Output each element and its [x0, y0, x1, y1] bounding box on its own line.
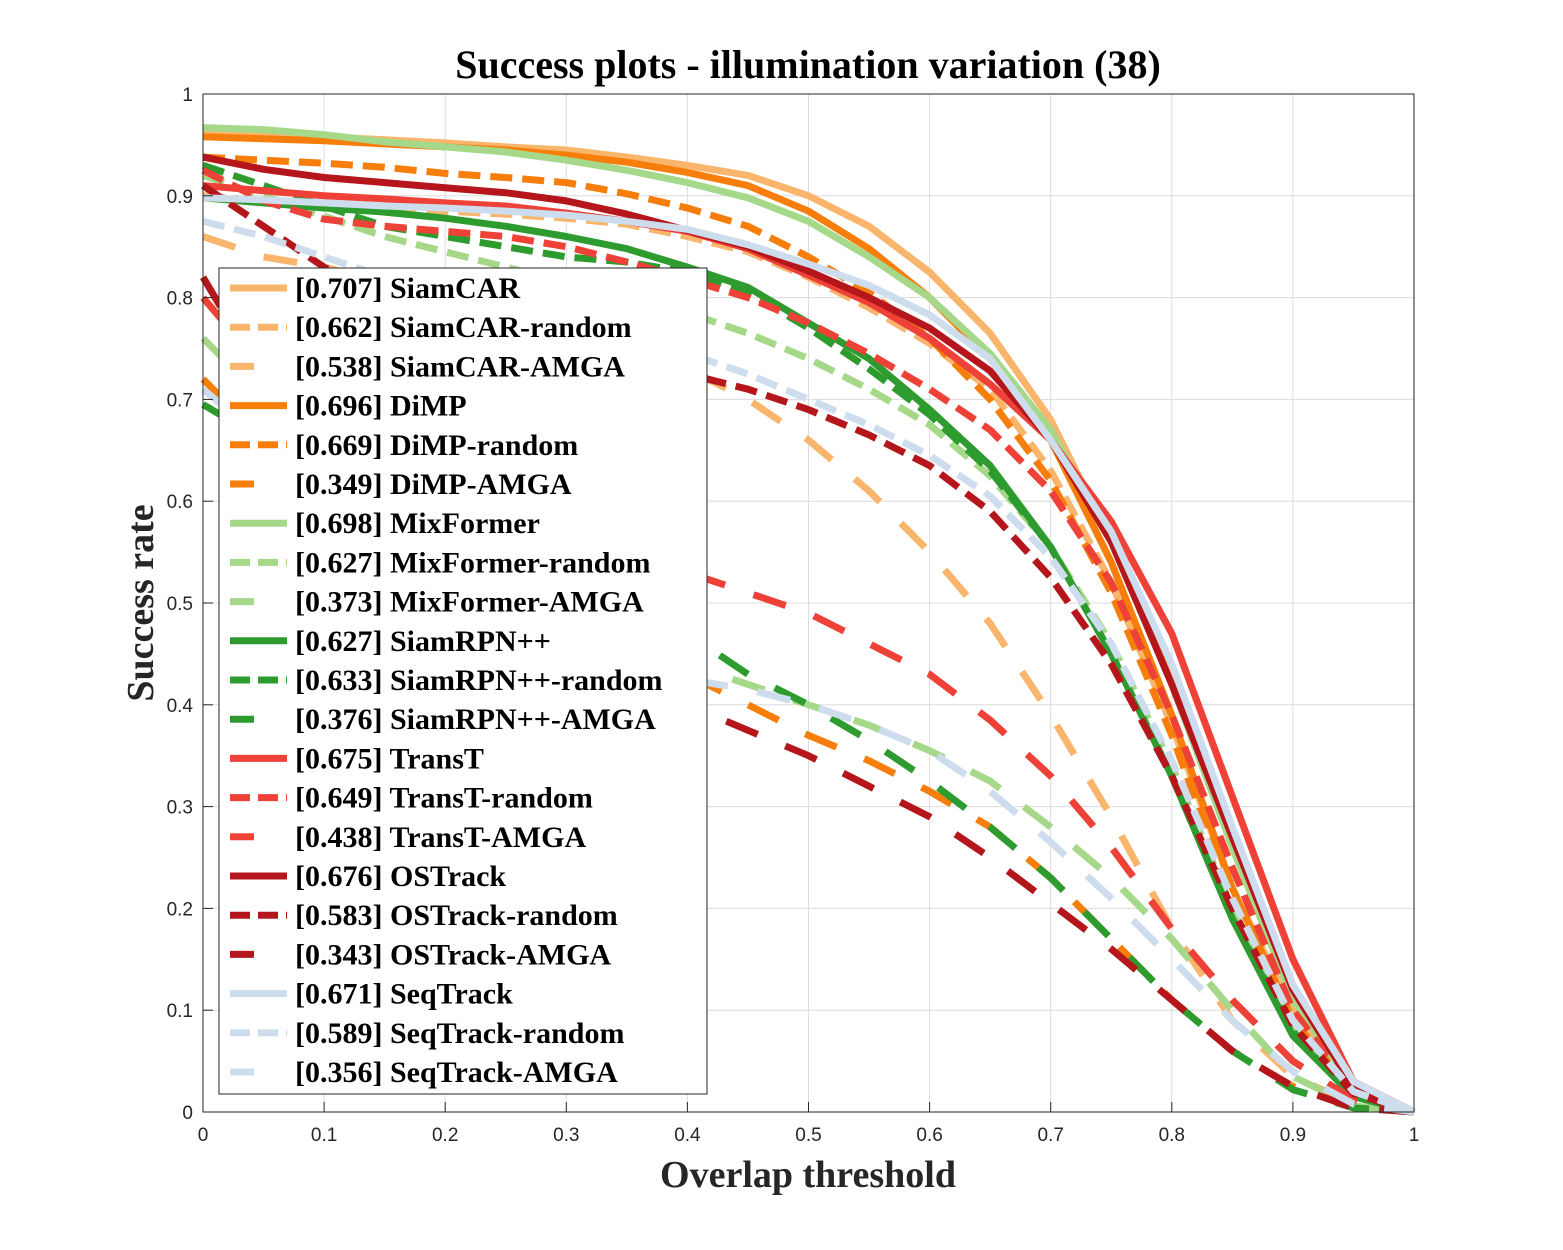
legend-label: [0.627] SiamRPN++ — [295, 625, 551, 658]
legend-label: [0.376] SiamRPN++-AMGA — [295, 703, 656, 736]
legend-label: [0.662] SiamCAR-random — [295, 311, 632, 344]
y-tick-label: 0.4 — [167, 696, 194, 717]
x-tick-label: 0.4 — [674, 1125, 701, 1146]
y-tick-label: 0 — [182, 1103, 193, 1124]
y-axis-label: Success rate — [120, 504, 162, 701]
x-tick-label: 0.7 — [1037, 1125, 1063, 1146]
legend-label: [0.538] SiamCAR-AMGA — [295, 350, 625, 383]
legend-label: [0.633] SiamRPN++-random — [295, 664, 663, 697]
legend-label: [0.373] MixFormer-AMGA — [295, 586, 644, 619]
x-tick-label: 0.8 — [1159, 1125, 1185, 1146]
legend-label: [0.669] DiMP-random — [295, 429, 578, 462]
x-tick-label: 1 — [1409, 1125, 1420, 1146]
legend-label: [0.583] OSTrack-random — [295, 899, 618, 932]
legend-label: [0.627] MixFormer-random — [295, 546, 650, 579]
x-tick-label: 0 — [198, 1125, 209, 1146]
y-tick-label: 0.3 — [167, 798, 193, 819]
x-tick-label: 0.9 — [1280, 1125, 1306, 1146]
legend-label: [0.349] DiMP-AMGA — [295, 468, 572, 501]
legend: [0.707] SiamCAR [0.662] SiamCAR-random [0.… — [218, 267, 708, 1095]
x-tick-label: 0.6 — [916, 1125, 942, 1146]
legend-label: [0.696] DiMP — [295, 390, 467, 423]
series-line — [202, 194, 1416, 1116]
x-axis-label: Overlap threshold — [660, 1154, 956, 1196]
legend-label: [0.343] OSTrack-AMGA — [295, 938, 611, 971]
legend-label: [0.356] SeqTrack-AMGA — [295, 1056, 618, 1089]
legend-box — [218, 267, 708, 1095]
series-line — [202, 153, 1416, 1116]
y-tick-label: 1 — [182, 85, 193, 106]
y-tick-label: 0.6 — [167, 492, 193, 513]
x-tick-label: 0.2 — [432, 1125, 458, 1146]
legend-label: [0.676] OSTrack — [295, 860, 506, 893]
x-tick-label: 0.3 — [553, 1125, 579, 1146]
y-tick-label: 0.5 — [167, 594, 193, 615]
x-axis-ticks: 0 0.1 0.2 0.3 0.4 0.5 0.6 0.7 0.8 0.9 1 — [198, 1102, 1420, 1146]
legend-label: [0.707] SiamCAR — [295, 272, 520, 305]
chart-title: Success plots - illumination variation (… — [455, 42, 1161, 87]
series-line — [202, 182, 1416, 1116]
legend-label: [0.698] MixFormer — [295, 507, 540, 540]
legend-label: [0.671] SeqTrack — [295, 978, 513, 1011]
y-tick-label: 0.7 — [167, 390, 193, 411]
x-tick-label: 0.5 — [795, 1125, 821, 1146]
series-line — [201, 172, 1416, 1116]
y-axis-ticks: 0 0.1 0.2 0.3 0.4 0.5 0.6 0.7 0.8 0.9 1 — [167, 85, 213, 1124]
series-line — [201, 167, 1416, 1116]
legend-label: [0.675] TransT — [295, 742, 484, 775]
y-tick-label: 0.1 — [167, 1001, 193, 1022]
legend-label: [0.589] SeqTrack-random — [295, 1017, 624, 1050]
legend-label: [0.649] TransT-random — [295, 782, 593, 815]
y-tick-label: 0.8 — [167, 289, 193, 310]
x-tick-label: 0.1 — [311, 1125, 337, 1146]
y-tick-label: 0.9 — [167, 187, 193, 208]
y-tick-label: 0.2 — [167, 899, 193, 920]
legend-label: [0.438] TransT-AMGA — [295, 821, 586, 854]
